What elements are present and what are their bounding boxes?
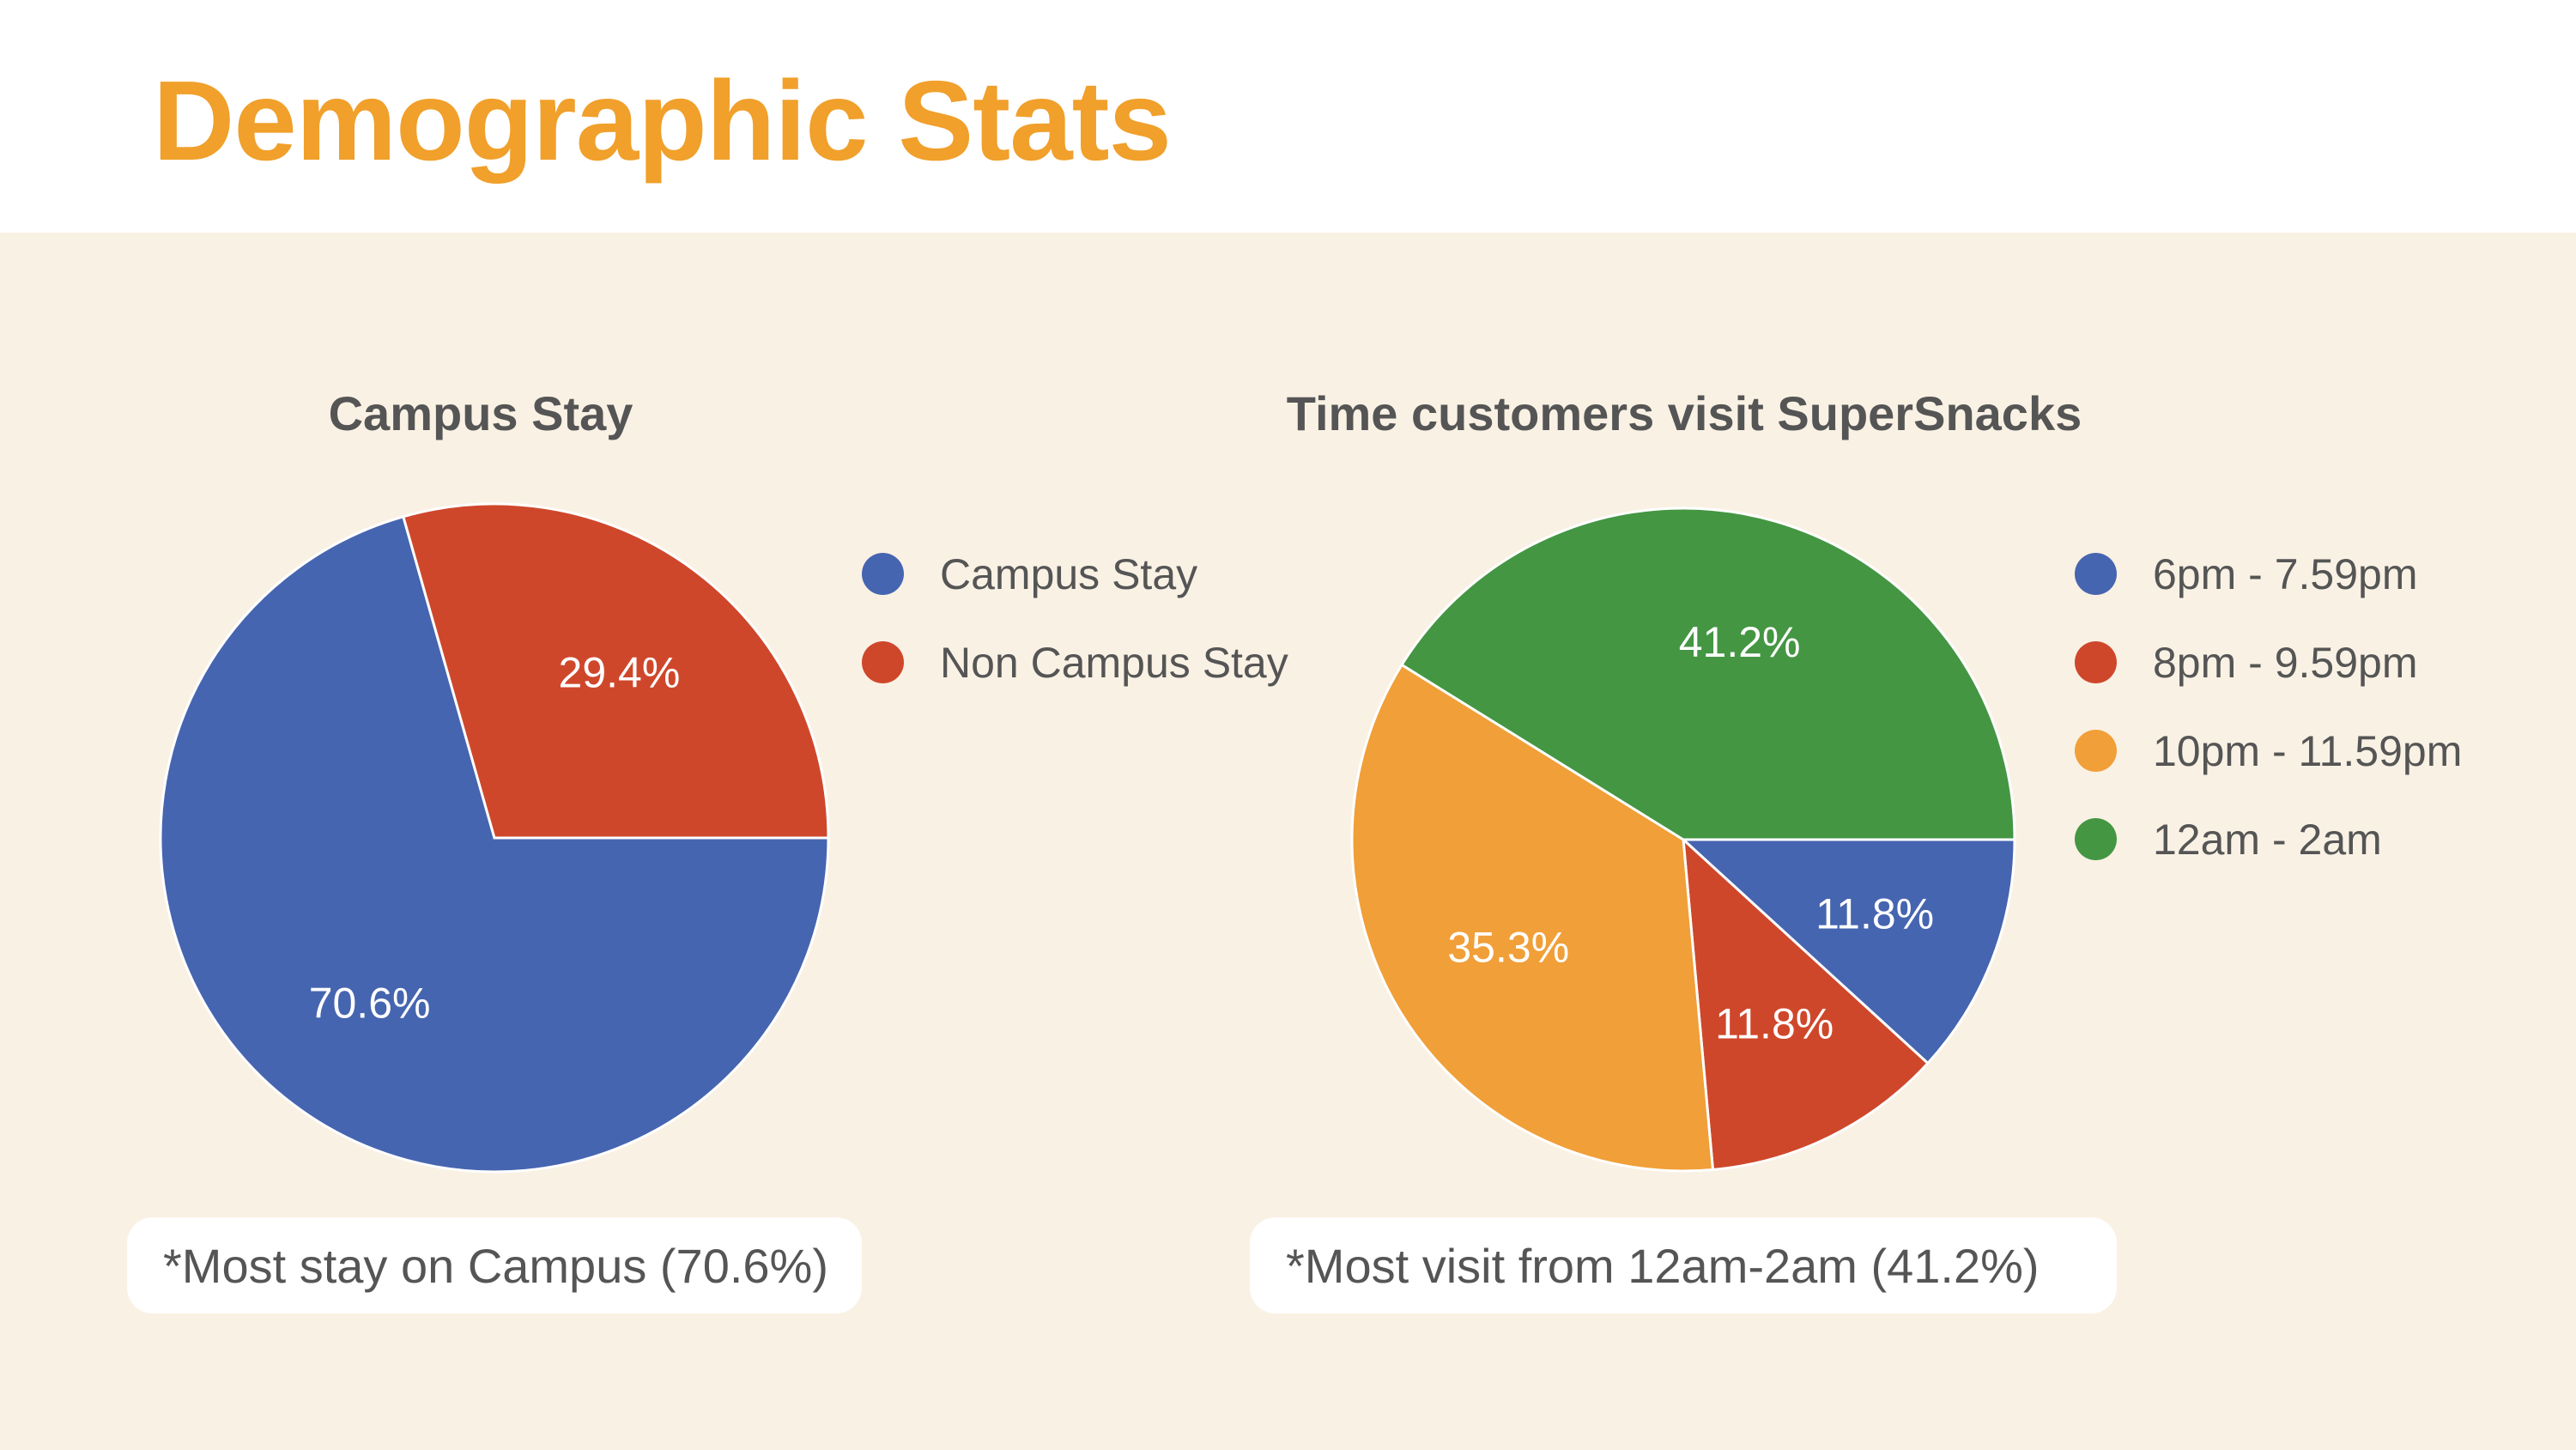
slice-value-label-12am-2am: 41.2%: [1679, 618, 1801, 666]
legend-visit-times: 6pm - 7.59pm 8pm - 9.59pm 10pm - 11.59pm 12…: [2075, 530, 2462, 883]
legend-swatch: [2075, 641, 2117, 683]
legend-campus-stay: Campus Stay Non Campus Stay: [862, 530, 1288, 707]
legend-label: Non Campus Stay: [940, 638, 1288, 687]
legend-swatch: [862, 553, 904, 595]
legend-item-6pm-7-59pm: 6pm - 7.59pm: [2075, 530, 2462, 618]
pie-chart-visit-times: 11.8% 11.8% 35.3% 41.2%: [1350, 507, 2016, 1173]
legend-item-8pm-9-59pm: 8pm - 9.59pm: [2075, 618, 2462, 707]
legend-swatch: [2075, 553, 2117, 595]
pie-slice-6pm-7-59pm: [1680, 838, 2016, 1065]
pie-chart-campus-stay: 70.6% 29.4%: [159, 502, 830, 1174]
legend-label: 6pm - 7.59pm: [2153, 549, 2418, 598]
pie-slice-10pm-11-59pm: [1350, 663, 1715, 1173]
slice-value-label-campus-stay: 70.6%: [309, 979, 431, 1027]
legend-label: 12am - 2am: [2153, 815, 2382, 864]
slice-value-label-8pm-9-59pm: 11.8%: [1715, 999, 1834, 1047]
legend-label: 10pm - 11.59pm: [2153, 726, 2463, 775]
legend-label: 8pm - 9.59pm: [2153, 638, 2418, 687]
legend-swatch: [862, 641, 904, 683]
note-campus-stay: *Most stay on Campus (70.6%): [127, 1217, 862, 1313]
legend-swatch: [2075, 730, 2117, 772]
pie-slice-campus-stay: [159, 514, 830, 1174]
legend-item-campus-stay: Campus Stay: [862, 530, 1288, 618]
slice-value-label-10pm-11-59pm: 35.3%: [1447, 924, 1569, 972]
legend-swatch: [2075, 818, 2117, 860]
note-visit-times: *Most visit from 12am-2am (41.2%): [1250, 1217, 2117, 1313]
legend-item-10pm-11-59pm: 10pm - 11.59pm: [2075, 707, 2462, 795]
pie-slice-8pm-9-59pm: [1682, 836, 1930, 1172]
legend-item-12am-2am: 12am - 2am: [2075, 795, 2462, 883]
legend-item-non-campus-stay: Non Campus Stay: [862, 618, 1288, 707]
slice-value-label-non-campus-stay: 29.4%: [559, 649, 681, 697]
pie-slice-non-campus-stay: [401, 502, 830, 840]
chart-title-campus-stay: Campus Stay: [328, 386, 633, 440]
chart-title-visit-times: Time customers visit SuperSnacks: [1286, 386, 2082, 440]
slice-value-label-6pm-7-59pm: 11.8%: [1815, 890, 1934, 938]
legend-label: Campus Stay: [940, 549, 1198, 598]
pie-slice-12am-2am: [1399, 507, 2016, 841]
page-title: Demographic Stats: [153, 58, 1172, 184]
